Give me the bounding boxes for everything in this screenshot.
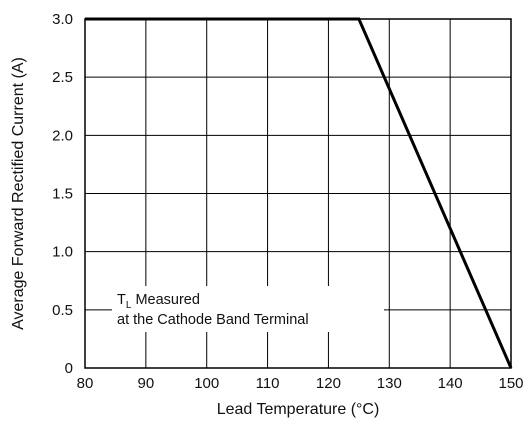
- y-tick-label: 0.5: [52, 302, 73, 319]
- x-tick-label: 100: [194, 375, 219, 392]
- x-tick-label: 90: [138, 375, 155, 392]
- annotation-subscript: L: [126, 300, 132, 311]
- y-tick-label: 2.5: [52, 69, 73, 86]
- x-axis-label: Lead Temperature (°C): [217, 401, 380, 418]
- y-tick-label: 3.0: [52, 11, 73, 28]
- x-tick-label: 120: [316, 375, 341, 392]
- x-tick-label: 150: [498, 375, 523, 392]
- x-tick-label: 110: [256, 375, 280, 392]
- x-tick-label: 140: [438, 375, 463, 392]
- y-tick-label: 1.0: [52, 244, 73, 261]
- y-tick-label: 1.5: [52, 186, 73, 203]
- y-tick-label: 0: [65, 360, 73, 377]
- annotation-line-2: at the Cathode Band Terminal: [117, 312, 309, 328]
- y-tick-labels: 0 0.5 1.0 1.5 2.0 2.5 3.0: [52, 11, 73, 377]
- y-axis-label: Average Forward Rectified Current (A): [10, 57, 27, 330]
- x-tick-labels: 80 90 100 110 120 130 140 150: [77, 375, 524, 392]
- annotation-rest: Measured: [131, 292, 200, 308]
- plot-frame: [84, 18, 512, 369]
- annotation-main: T: [117, 292, 126, 308]
- x-tick-label: 80: [77, 375, 94, 392]
- x-tick-label: 130: [377, 375, 402, 392]
- annotation-background: [112, 286, 384, 332]
- y-tick-label: 2.0: [52, 127, 73, 144]
- annotation-line-1: TL Measured: [117, 292, 200, 311]
